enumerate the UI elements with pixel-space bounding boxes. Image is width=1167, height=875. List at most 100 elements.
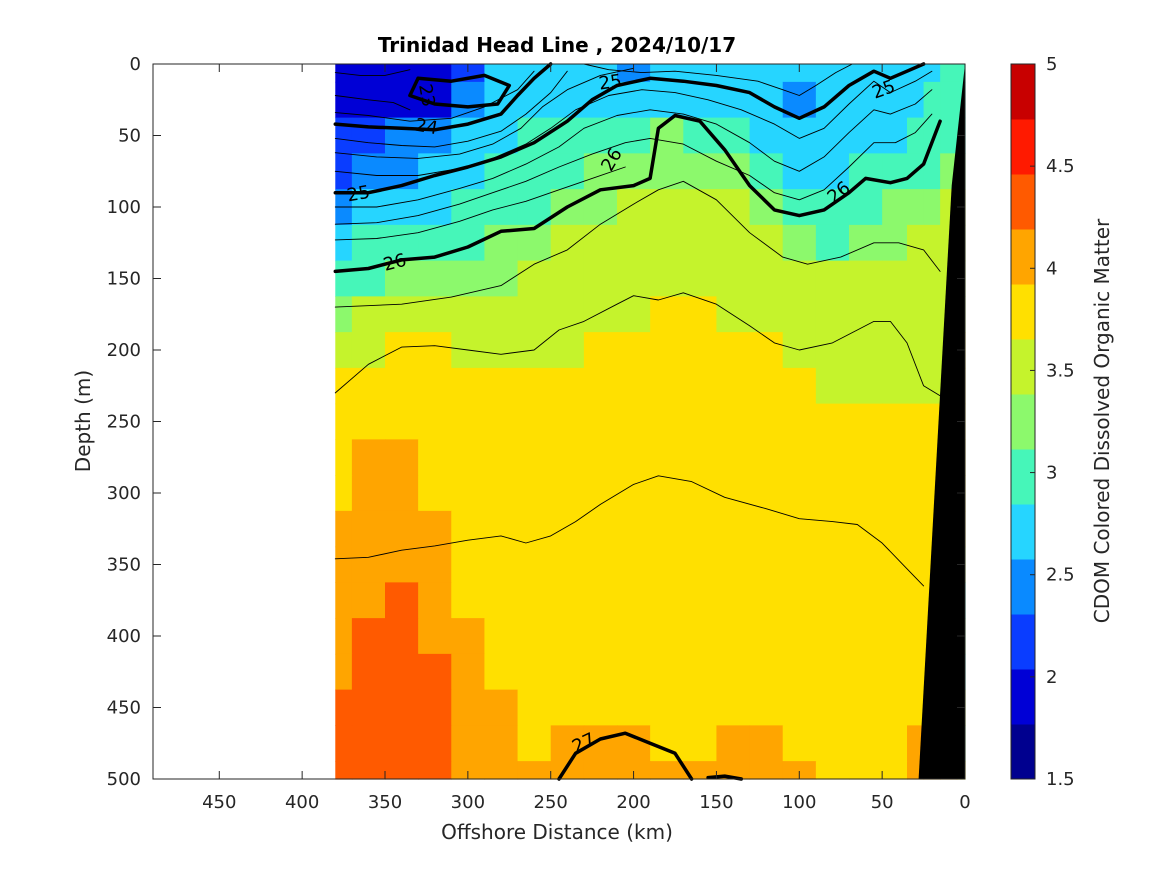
field-cell	[815, 510, 850, 548]
field-cell	[418, 618, 452, 655]
field-cell	[617, 475, 651, 512]
isopycnal-thin	[334, 89, 933, 208]
field-cell	[351, 117, 386, 154]
field-cell	[418, 582, 452, 619]
field-cell	[815, 475, 850, 512]
field-cell	[716, 332, 751, 369]
field-cell	[451, 260, 486, 297]
field-cell	[907, 332, 925, 369]
isopycnal-thin	[334, 180, 941, 308]
field-cell	[923, 403, 941, 440]
field-cell	[385, 64, 419, 83]
field-cell	[550, 618, 585, 655]
y-tick-label: 400	[107, 626, 141, 647]
field-cell	[550, 725, 585, 762]
field-cell	[940, 64, 958, 83]
isopycnal-bold	[706, 774, 744, 781]
field-cell	[451, 761, 486, 780]
field-cell	[418, 689, 452, 726]
field-cell	[451, 582, 486, 619]
field-cell	[749, 296, 784, 333]
field-cell	[583, 403, 618, 440]
isopycnal-bold	[333, 113, 942, 274]
field-cell	[923, 367, 941, 405]
field-cell	[517, 296, 552, 333]
field-cell	[749, 367, 784, 405]
field-cell	[683, 367, 718, 405]
field-cell	[650, 367, 684, 405]
field-cell	[650, 81, 684, 119]
field-cell	[617, 224, 651, 262]
colorbar-frame	[1010, 63, 1036, 780]
field-cell	[815, 618, 850, 655]
field-cell	[418, 332, 452, 369]
field-cell	[550, 761, 585, 780]
x-tick-label: 400	[285, 792, 319, 813]
field-cell	[583, 439, 618, 476]
contour-label: 25	[598, 71, 624, 95]
field-cell	[484, 367, 519, 405]
field-cell	[617, 439, 651, 476]
field-cell	[782, 260, 817, 297]
field-cell	[583, 582, 618, 619]
field-cell	[683, 64, 718, 83]
y-axis: 0 50 100 150 200 250 300 350 400 450 500	[107, 54, 965, 790]
field-cell	[583, 510, 618, 548]
field-cell	[650, 475, 684, 512]
field-cell	[882, 153, 908, 190]
field-cell	[815, 224, 850, 262]
field-cell	[517, 510, 552, 548]
field-cell	[923, 189, 941, 226]
field-cell	[617, 546, 651, 583]
field-cell	[335, 689, 353, 726]
field-cell	[484, 761, 519, 780]
field-cell	[351, 510, 386, 548]
field-cell	[923, 153, 941, 190]
field-cell	[782, 761, 817, 780]
field-cell	[907, 260, 925, 297]
contour-label: 25	[345, 182, 371, 207]
field-cell	[418, 439, 452, 476]
field-cell	[849, 618, 883, 655]
field-cell	[882, 618, 908, 655]
field-cell	[418, 725, 452, 762]
field-cell	[907, 689, 925, 726]
field-cell	[484, 618, 519, 655]
field-cell	[351, 546, 386, 583]
field-cell	[849, 439, 883, 476]
field-cell	[550, 510, 585, 548]
field-cell	[749, 618, 784, 655]
y-tick-label: 200	[107, 340, 141, 361]
colorbar-tick-label: 2	[1046, 667, 1057, 688]
field-cell	[418, 510, 452, 548]
field-cell	[882, 117, 908, 154]
field-cell	[385, 403, 419, 440]
field-cell	[749, 475, 784, 512]
cdom-field	[335, 64, 966, 780]
colorbar-segment	[1011, 724, 1035, 780]
field-cell	[550, 260, 585, 297]
field-cell	[418, 653, 452, 691]
field-cell	[617, 367, 651, 405]
field-cell	[782, 475, 817, 512]
field-cell	[716, 296, 751, 333]
field-cell	[650, 189, 684, 226]
field-cell	[351, 439, 386, 476]
field-cell	[683, 546, 718, 583]
field-cell	[583, 653, 618, 691]
field-cell	[716, 653, 751, 691]
field-cell	[351, 689, 386, 726]
field-cell	[617, 761, 651, 780]
field-cell	[517, 618, 552, 655]
colorbar-segment	[1011, 394, 1035, 450]
field-cell	[451, 367, 486, 405]
field-cell	[782, 653, 817, 691]
field-cell	[335, 260, 353, 297]
field-cell	[418, 296, 452, 333]
field-cell	[583, 546, 618, 583]
field-cell	[617, 725, 651, 762]
y-tick-label: 150	[107, 269, 141, 290]
field-cell	[749, 689, 784, 726]
field-cell	[849, 475, 883, 512]
field-cell	[650, 510, 684, 548]
